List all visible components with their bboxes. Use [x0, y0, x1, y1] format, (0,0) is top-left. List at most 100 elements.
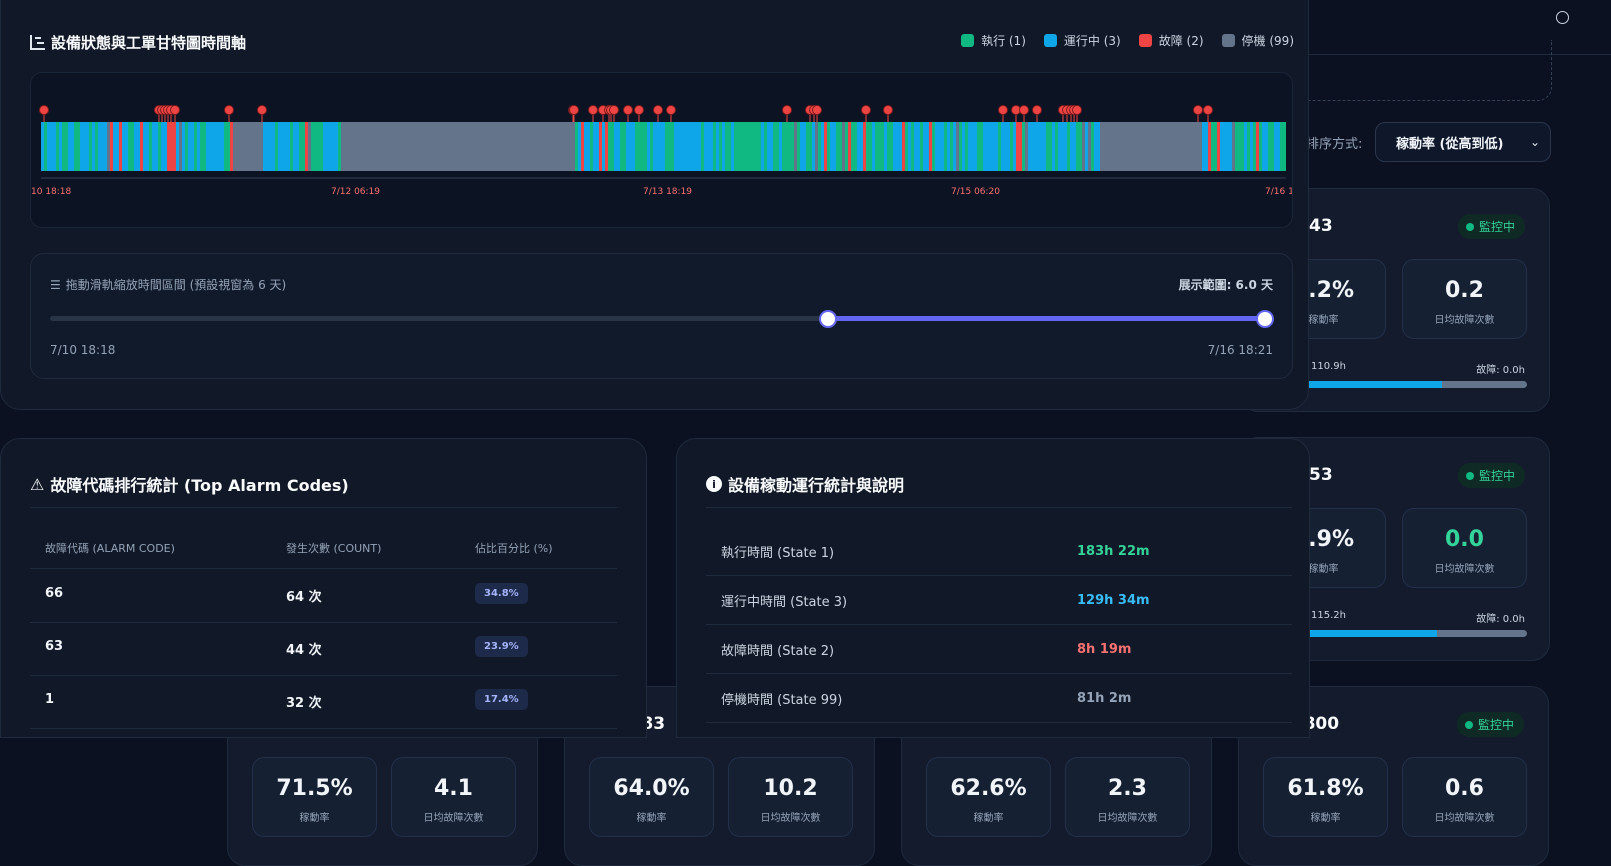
- gantt-segment[interactable]: [1268, 122, 1271, 171]
- alarm-marker[interactable]: [861, 105, 871, 115]
- gantt-segment[interactable]: [437, 122, 440, 171]
- gantt-segment[interactable]: [158, 122, 161, 171]
- gantt-segment[interactable]: [1004, 122, 1007, 171]
- gantt-segment[interactable]: [116, 122, 119, 171]
- gantt-segment[interactable]: [905, 122, 908, 171]
- gantt-segment[interactable]: [365, 122, 368, 171]
- gantt-segment[interactable]: [260, 122, 263, 171]
- gantt-segment[interactable]: [320, 122, 323, 171]
- gantt-segment[interactable]: [77, 122, 80, 171]
- gantt-segment[interactable]: [578, 122, 581, 171]
- gantt-segment[interactable]: [947, 122, 950, 171]
- gantt-segment[interactable]: [485, 122, 488, 171]
- alarm-marker[interactable]: [782, 105, 792, 115]
- gantt-segment[interactable]: [464, 122, 467, 171]
- legend-item[interactable]: 執行 (1): [961, 32, 1026, 49]
- gantt-segment[interactable]: [965, 122, 968, 171]
- gantt-segment[interactable]: [290, 122, 293, 171]
- legend-item[interactable]: 運行中 (3): [1043, 32, 1121, 49]
- gantt-segment[interactable]: [377, 122, 380, 171]
- alarm-marker[interactable]: [1193, 105, 1203, 115]
- gantt-segment[interactable]: [758, 122, 761, 171]
- gantt-segment[interactable]: [1259, 122, 1262, 171]
- gantt-segment[interactable]: [512, 122, 515, 171]
- gantt-segment[interactable]: [980, 122, 983, 171]
- gantt-segment[interactable]: [467, 122, 470, 171]
- gantt-segment[interactable]: [800, 122, 803, 171]
- gantt-segment[interactable]: [533, 122, 536, 171]
- alarm-marker[interactable]: [609, 105, 619, 115]
- gantt-segment[interactable]: [737, 122, 740, 171]
- gantt-segment[interactable]: [410, 122, 413, 171]
- alarm-marker[interactable]: [1203, 105, 1213, 115]
- gantt-segment[interactable]: [350, 122, 353, 171]
- gantt-segment[interactable]: [257, 122, 260, 171]
- gantt-segment[interactable]: [446, 122, 449, 171]
- gantt-segment[interactable]: [638, 122, 641, 171]
- gantt-segment[interactable]: [1010, 122, 1013, 171]
- alarm-marker[interactable]: [588, 105, 598, 115]
- gantt-segment[interactable]: [212, 122, 215, 171]
- gantt-segment[interactable]: [335, 122, 338, 171]
- gantt-segment[interactable]: [95, 122, 98, 171]
- gantt-segment[interactable]: [359, 122, 362, 171]
- gantt-segment[interactable]: [761, 122, 764, 171]
- gantt-segment[interactable]: [1136, 122, 1139, 171]
- gantt-segment[interactable]: [953, 122, 956, 171]
- gantt-segment[interactable]: [86, 122, 89, 171]
- gantt-segment[interactable]: [143, 122, 146, 171]
- gantt-segment[interactable]: [701, 122, 704, 171]
- gantt-segment[interactable]: [674, 122, 677, 171]
- gantt-segment[interactable]: [170, 122, 173, 171]
- gantt-segment[interactable]: [845, 122, 848, 171]
- gantt-segment[interactable]: [791, 122, 794, 171]
- gantt-segment[interactable]: [473, 122, 476, 171]
- gantt-segment[interactable]: [251, 122, 254, 171]
- gantt-segment[interactable]: [752, 122, 755, 171]
- gantt-segment[interactable]: [602, 122, 605, 171]
- gantt-segment[interactable]: [908, 122, 911, 171]
- gantt-segment[interactable]: [767, 122, 770, 171]
- gantt-segment[interactable]: [998, 122, 1001, 171]
- gantt-segment[interactable]: [797, 122, 800, 171]
- gantt-segment[interactable]: [242, 122, 245, 171]
- gantt-segment[interactable]: [626, 122, 629, 171]
- gantt-segment[interactable]: [206, 122, 209, 171]
- gantt-segment[interactable]: [521, 122, 524, 171]
- gantt-segment[interactable]: [806, 122, 809, 171]
- gantt-segment[interactable]: [608, 122, 611, 171]
- gantt-segment[interactable]: [1097, 122, 1100, 171]
- gantt-segment[interactable]: [1019, 122, 1022, 171]
- gantt-segment[interactable]: [983, 122, 986, 171]
- gantt-segment[interactable]: [551, 122, 554, 171]
- gantt-segment[interactable]: [434, 122, 437, 171]
- gantt-segment[interactable]: [341, 122, 344, 171]
- gantt-segment[interactable]: [1052, 122, 1055, 171]
- gantt-segment[interactable]: [209, 122, 212, 171]
- gantt-segment[interactable]: [491, 122, 494, 171]
- gantt-segment[interactable]: [44, 122, 47, 171]
- gantt-segment[interactable]: [794, 122, 797, 171]
- gantt-segment[interactable]: [914, 122, 917, 171]
- gantt-svg[interactable]: 10 18:18 7/12 06:19 7/13 18:19 7/15 06:20 7/…: [31, 73, 1293, 228]
- alarm-marker[interactable]: [39, 105, 49, 115]
- gantt-segment[interactable]: [854, 122, 857, 171]
- gantt-segment[interactable]: [542, 122, 545, 171]
- alarm-marker[interactable]: [170, 105, 180, 115]
- gantt-segment[interactable]: [1187, 122, 1190, 171]
- gantt-segment[interactable]: [1127, 122, 1130, 171]
- gantt-segment[interactable]: [689, 122, 692, 171]
- gantt-segment[interactable]: [731, 122, 734, 171]
- gantt-segment[interactable]: [506, 122, 509, 171]
- gantt-segment[interactable]: [431, 122, 434, 171]
- legend-item[interactable]: 停機 (99): [1221, 32, 1294, 49]
- gantt-segment[interactable]: [1178, 122, 1181, 171]
- gantt-segment[interactable]: [1061, 122, 1064, 171]
- gantt-segment[interactable]: [503, 122, 506, 171]
- gantt-segment[interactable]: [398, 122, 401, 171]
- gantt-segment[interactable]: [455, 122, 458, 171]
- gantt-segment[interactable]: [563, 122, 566, 171]
- gantt-segment[interactable]: [659, 122, 662, 171]
- gantt-segment[interactable]: [821, 122, 824, 171]
- gantt-segment[interactable]: [530, 122, 533, 171]
